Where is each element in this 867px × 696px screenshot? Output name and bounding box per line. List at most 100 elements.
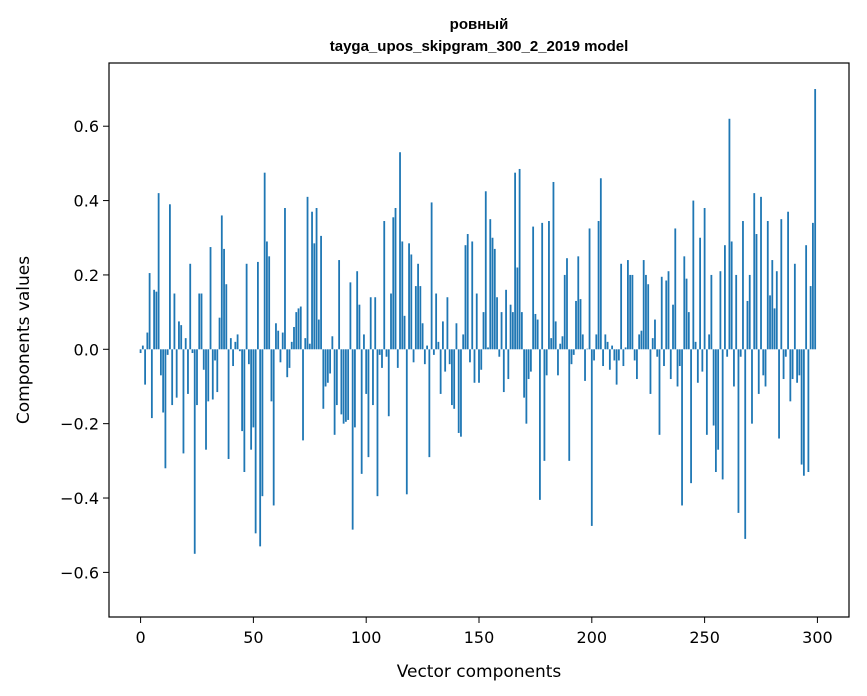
- bar: [295, 312, 298, 350]
- bar: [439, 349, 442, 394]
- bar: [376, 349, 379, 497]
- bar: [405, 349, 408, 495]
- bar: [308, 343, 311, 350]
- bar: [581, 334, 584, 350]
- bar: [764, 349, 767, 387]
- bar: [654, 319, 656, 350]
- bar: [789, 349, 792, 402]
- bar: [599, 178, 602, 350]
- bar: [354, 349, 356, 428]
- bar: [520, 312, 523, 350]
- bar: [656, 349, 659, 357]
- bar: [593, 349, 595, 361]
- bar: [349, 282, 352, 350]
- bar: [557, 349, 559, 376]
- bar: [250, 349, 253, 450]
- bar: [701, 349, 704, 372]
- bar: [676, 349, 679, 387]
- x-tick-label: 0: [135, 628, 145, 647]
- bar: [421, 323, 424, 350]
- bar: [712, 349, 715, 426]
- bar: [184, 338, 187, 350]
- bar: [198, 293, 201, 350]
- y-axis-label: Components values: [14, 256, 34, 424]
- bar: [633, 349, 636, 361]
- bar: [755, 234, 758, 350]
- bar: [139, 349, 142, 354]
- bar: [266, 241, 268, 350]
- bar: [367, 349, 370, 458]
- bar: [344, 349, 347, 422]
- bar: [771, 260, 774, 350]
- bar: [412, 349, 415, 363]
- bar: [209, 247, 212, 350]
- bar: [200, 293, 203, 350]
- bar: [699, 237, 701, 350]
- bar: [378, 349, 381, 355]
- bar: [647, 284, 650, 350]
- bar: [543, 349, 546, 461]
- bar: [381, 349, 383, 368]
- bar: [721, 349, 724, 480]
- bar: [545, 349, 548, 376]
- bar: [595, 334, 598, 350]
- bar: [548, 221, 550, 350]
- bar: [315, 208, 318, 350]
- bar: [268, 256, 271, 350]
- bar: [631, 274, 634, 350]
- bar: [329, 349, 331, 374]
- bar: [719, 271, 722, 350]
- bar: [561, 336, 564, 350]
- bar: [342, 349, 345, 424]
- bar: [304, 338, 307, 350]
- bar: [387, 349, 390, 417]
- bar: [737, 349, 740, 513]
- bar: [162, 349, 165, 413]
- bar: [812, 222, 814, 350]
- bar: [784, 349, 787, 357]
- bar: [173, 293, 176, 350]
- bar: [532, 226, 535, 350]
- bar: [236, 334, 239, 350]
- bar: [714, 349, 717, 472]
- bar: [751, 349, 753, 424]
- bar: [164, 349, 167, 469]
- bar: [245, 263, 248, 350]
- bar: [615, 349, 618, 385]
- bar: [724, 245, 726, 350]
- bar: [516, 267, 519, 350]
- bar: [769, 295, 771, 350]
- bar: [356, 271, 359, 350]
- x-tick-label: 300: [802, 628, 833, 647]
- bar: [403, 315, 406, 350]
- bar: [275, 323, 277, 350]
- bar: [552, 181, 555, 350]
- bar: [575, 300, 577, 350]
- bar: [399, 152, 401, 350]
- bar: [166, 349, 169, 355]
- bar: [590, 349, 593, 526]
- bar: [496, 297, 498, 350]
- bar: [527, 349, 530, 380]
- bar: [762, 349, 765, 376]
- bar: [611, 345, 614, 350]
- bar: [523, 349, 526, 398]
- y-tick-label: −0.2: [60, 415, 99, 434]
- bar: [432, 349, 435, 355]
- bar: [340, 349, 343, 415]
- bar: [509, 304, 512, 350]
- bar: [798, 349, 801, 376]
- bar: [333, 349, 336, 435]
- bar: [602, 349, 604, 367]
- bar: [363, 334, 365, 350]
- x-tick-label: 150: [464, 628, 495, 647]
- bar: [690, 349, 692, 484]
- bar: [150, 349, 153, 419]
- bar: [157, 193, 160, 350]
- bar: [753, 193, 756, 350]
- bar: [604, 334, 607, 350]
- bar: [144, 349, 146, 385]
- bar: [430, 202, 433, 350]
- bar: [636, 349, 638, 380]
- bar: [453, 349, 456, 409]
